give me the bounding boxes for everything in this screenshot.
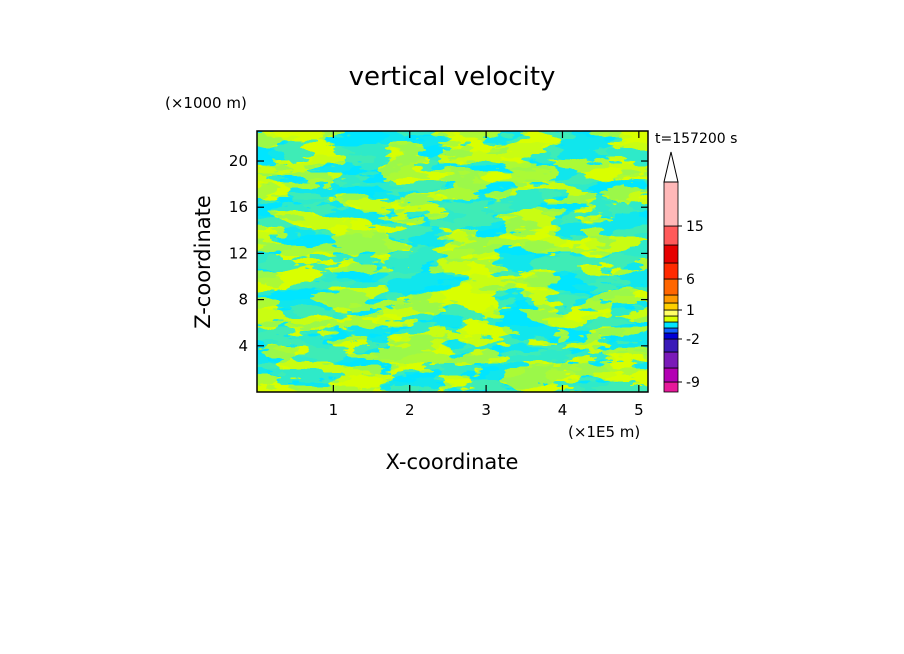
y-tick-label: 4 [238,337,248,355]
colorbar-segment [663,309,679,317]
colorbar-segment [663,262,679,280]
x-tick-label: 2 [405,401,415,419]
y-tick-label: 12 [229,244,248,262]
colorbar-label: -9 [686,375,700,391]
colorbar-segment [663,302,679,311]
y-tick-label: 20 [229,152,248,170]
colorbar-segment [663,278,679,296]
colorbar-segment [663,351,679,369]
colorbar-segment [663,181,679,227]
chart-title: vertical velocity [349,62,556,92]
x-tick-label: 4 [558,401,568,419]
colorbar-segment [663,332,679,340]
colorbar-label: 15 [686,219,704,235]
colorbar-segment [663,338,679,353]
x-axis: 1 2 3 4 5 [329,131,644,419]
x-tick-label: 5 [634,401,644,419]
colorbar-extend-arrow [663,151,679,183]
x-tick-label: 1 [329,401,339,419]
x-unit-label: (×1E5 m) [568,423,640,441]
y-tick-label: 16 [229,198,248,216]
colorbar-segment [663,225,679,246]
colorbar-segment [663,294,679,304]
heatmap-field [257,131,648,392]
colorbar-label: 6 [686,272,695,288]
x-tick-label: 3 [481,401,491,419]
colorbar-label: 1 [686,303,695,319]
colorbar-segment [663,315,679,323]
time-label: t=157200 s [655,131,737,147]
colorbar: 15 6 1 -2 -9 [663,151,704,393]
colorbar-segment [663,367,679,383]
colorbar-segment [663,381,679,393]
y-axis: 4 8 12 16 20 [229,152,648,355]
x-axis-title: X-coordinate [386,450,519,474]
y-axis-title: Z-coordinate [191,195,215,329]
y-tick-label: 8 [238,291,248,309]
colorbar-segment [663,244,679,264]
colorbar-segment [663,327,679,334]
colorbar-label: -2 [686,332,700,348]
plot-frame [256,130,649,393]
y-unit-label: (×1000 m) [165,94,247,112]
colorbar-segment [663,321,679,329]
